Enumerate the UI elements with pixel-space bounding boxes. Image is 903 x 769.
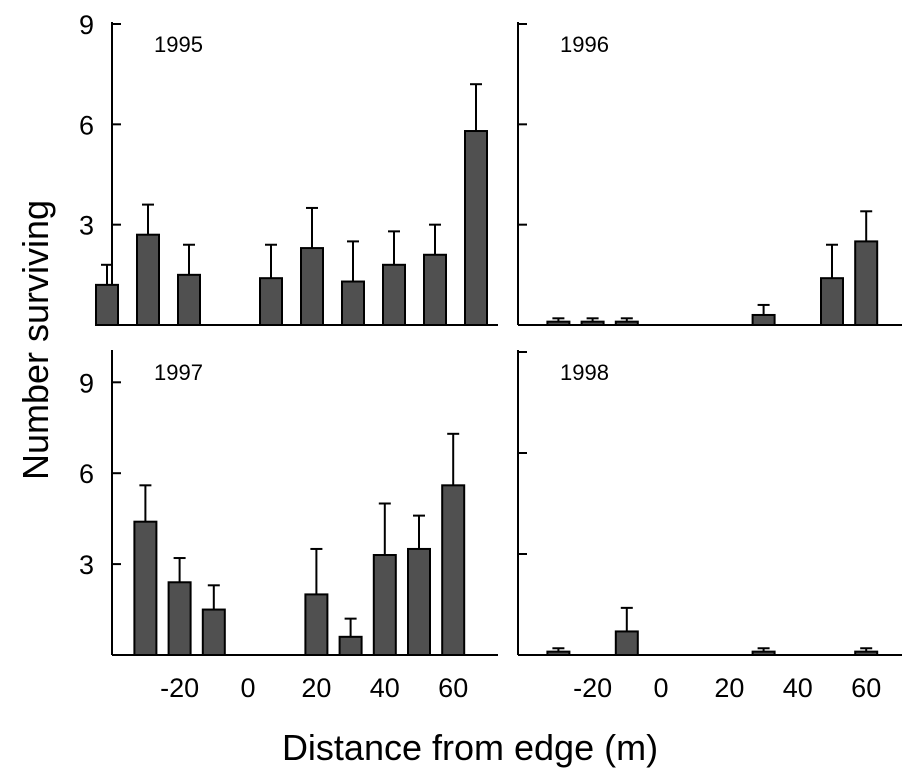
x-tick-label: 60 [438, 673, 468, 703]
bar [382, 263, 406, 326]
y-tick-label: 3 [79, 550, 94, 580]
bar [580, 320, 605, 326]
bar [133, 520, 158, 656]
y-tick-label: 6 [79, 459, 94, 489]
panel-1996: 1996 [517, 22, 902, 327]
x-tick-label: 20 [714, 673, 744, 703]
bar [820, 277, 844, 326]
x-tick-label: 0 [240, 673, 255, 703]
bar [423, 253, 447, 326]
y-axis-title: Number surviving [15, 200, 56, 480]
y-tick-label: 9 [79, 368, 94, 398]
bar [167, 581, 192, 657]
y-tick-label: 3 [79, 211, 94, 241]
bar [341, 280, 365, 326]
y-tick-label: 9 [79, 10, 94, 40]
panel-1997: 3 6 9 1997 -20 0 20 40 60 [79, 350, 498, 703]
bar [854, 240, 879, 326]
bar [259, 277, 283, 326]
bar [372, 554, 397, 657]
bar [441, 484, 466, 656]
panel-1995: 3 6 9 1995 [79, 10, 498, 327]
x-tick-label: 20 [301, 673, 331, 703]
panel-year-label: 1996 [560, 32, 609, 57]
panel-year-label: 1997 [154, 360, 203, 385]
bar [177, 273, 201, 327]
x-tick-label: 40 [370, 673, 400, 703]
x-tick-label: 0 [653, 673, 668, 703]
panel-year-label: 1998 [560, 360, 609, 385]
bar [614, 630, 639, 657]
x-tick-label: -20 [573, 673, 612, 703]
bar [464, 130, 488, 326]
bar [751, 650, 776, 657]
panel-1998: 1998 -20 0 20 40 60 [517, 350, 902, 703]
bar [407, 547, 431, 657]
panel-year-label: 1995 [154, 32, 203, 57]
bar [546, 320, 571, 326]
x-tick-label: -20 [160, 673, 199, 703]
x-axis-title: Distance from edge (m) [282, 727, 658, 768]
bar [304, 593, 329, 657]
bar [614, 320, 639, 326]
x-tick-label: 60 [851, 673, 881, 703]
bar [95, 283, 119, 327]
bar [136, 233, 160, 326]
bar [751, 313, 776, 327]
bar [201, 608, 226, 656]
bar [546, 650, 571, 657]
y-tick-label: 6 [79, 110, 94, 140]
x-tick-label: 40 [783, 673, 813, 703]
bar [338, 635, 363, 657]
bar [300, 247, 324, 326]
bar [854, 650, 879, 657]
